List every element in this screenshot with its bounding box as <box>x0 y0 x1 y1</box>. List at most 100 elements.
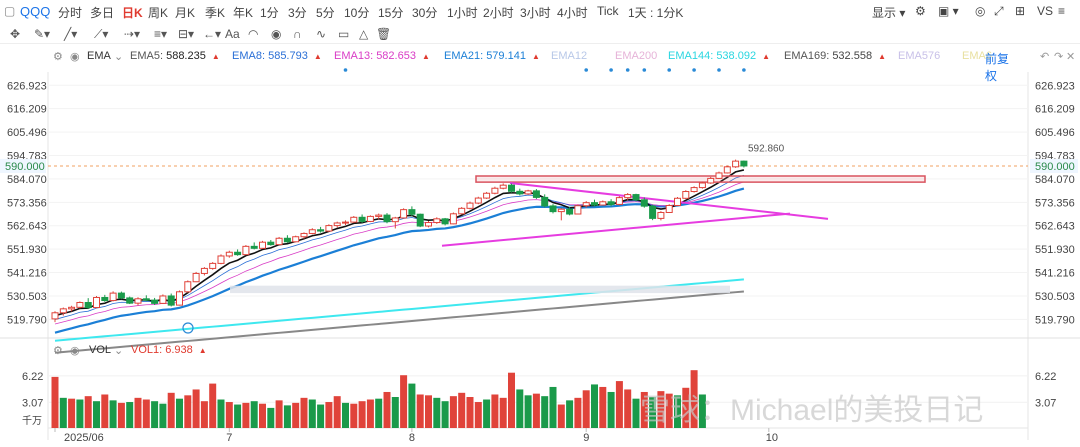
expand-icon[interactable]: ⤢ <box>994 4 1004 18</box>
hline-icon[interactable]: ⊟▾ <box>178 27 195 41</box>
candle-body <box>366 215 374 222</box>
timeframe-16[interactable]: 4小时 <box>557 6 588 20</box>
layout-icon[interactable]: ▣ ▾ <box>938 4 959 18</box>
y-tick-label-left: 530.503 <box>7 291 47 303</box>
pen-icon[interactable]: ✎▾ <box>34 27 51 41</box>
back-arrow-icon[interactable]: ←▾ <box>203 27 222 41</box>
camera-icon[interactable]: ◎ <box>975 4 986 18</box>
triangle-upper-line <box>509 181 829 220</box>
volume-bar <box>333 396 341 428</box>
y-tick-label-right: 584.070 <box>1035 174 1075 186</box>
timeframe-12[interactable]: 30分 <box>412 6 438 20</box>
high-label: 592.860 <box>748 144 785 155</box>
timeframe-8[interactable]: 3分 <box>288 6 307 20</box>
rect-icon[interactable]: ▭ <box>338 27 350 41</box>
ema-item-8[interactable]: EMA576 <box>898 50 940 62</box>
grid-icon[interactable]: ⊞ <box>1015 4 1026 18</box>
timeframe-2[interactable]: 日K <box>122 6 143 20</box>
time-axis: 2025/06 7 8 9 10 <box>54 428 778 444</box>
trash-icon[interactable]: 🗑 <box>376 27 392 41</box>
eye-icon[interactable]: ◉ <box>70 345 80 357</box>
ray-icon[interactable]: ⟋▾ <box>94 27 109 41</box>
fib-icon[interactable]: ≡▾ <box>154 27 168 41</box>
triangle-icon[interactable]: △ <box>359 27 369 41</box>
gear-icon[interactable]: ⚙ <box>53 345 63 357</box>
timeframe-4[interactable]: 月K <box>175 6 196 20</box>
shape-icon[interactable]: ◠ <box>248 27 259 41</box>
price-adjust-button[interactable]: 前复权 <box>985 52 1010 83</box>
signal-dot <box>667 68 671 72</box>
timeframe-10[interactable]: 10分 <box>344 6 370 20</box>
candle-body <box>317 229 325 232</box>
timeframe-6[interactable]: 年K <box>233 6 254 20</box>
arrow-icon[interactable]: ⇢▾ <box>124 27 141 41</box>
ema-item-1[interactable]: EMA8: 585.793 ▲ <box>232 50 322 62</box>
ema-name: EMA144: <box>668 50 717 62</box>
timeframe-17[interactable]: Tick <box>597 4 619 18</box>
timeframe-5[interactable]: 季K <box>205 6 226 20</box>
timeframe-15[interactable]: 3小时 <box>520 6 551 20</box>
volume-bar <box>574 397 582 428</box>
ema-item-7[interactable]: EMA169: 532.558 ▲ <box>784 50 886 62</box>
crosshair-icon[interactable]: ✥ <box>10 27 21 41</box>
ema-item-0[interactable]: EMA5: 588.235 ▲ <box>130 50 220 62</box>
chevron-down-icon[interactable]: ⌄ <box>114 345 124 357</box>
volume-bar <box>342 402 349 428</box>
timeframe-7[interactable]: 1分 <box>260 6 279 20</box>
timeframe-18[interactable]: 1天 : 1分K <box>628 6 684 20</box>
display-dropdown[interactable]: 显示 ▾ <box>872 6 906 20</box>
curve-icon[interactable]: ∿ <box>316 27 327 41</box>
redo-icon[interactable]: ↷ <box>1054 51 1064 63</box>
arc-icon[interactable]: ∩ <box>293 27 302 41</box>
magnet-icon[interactable]: ◉ <box>271 27 282 41</box>
timeframe-14[interactable]: 2小时 <box>483 6 514 20</box>
symbol-label[interactable]: QQQ <box>20 4 51 19</box>
chevron-down-icon[interactable]: ⌄ <box>114 51 124 63</box>
volume-bar <box>466 397 474 428</box>
close-icon[interactable]: ✕ <box>1066 51 1076 63</box>
settings-icon[interactable]: ⚙ <box>915 4 926 18</box>
vol-value-text: VOL1: 6.938 <box>131 344 193 356</box>
ema-value: 532.558 <box>832 50 873 62</box>
ema-name: EMA13: <box>334 50 377 62</box>
symbol-box-icon[interactable]: ▢ <box>4 4 16 18</box>
timeframe-9[interactable]: 5分 <box>316 6 335 20</box>
eye-icon[interactable]: ◉ <box>70 51 80 63</box>
ema-item-3[interactable]: EMA21: 579.141 ▲ <box>444 50 540 62</box>
timeframe-1[interactable]: 多日 <box>90 6 115 20</box>
candle-body <box>300 232 308 238</box>
ema-item-5[interactable]: EMA200 <box>615 50 657 62</box>
vol-value: VOL1: 6.938 ▲ <box>131 344 207 356</box>
candle-body <box>59 308 67 314</box>
ema-item-2[interactable]: EMA13: 582.653 ▲ <box>334 50 430 62</box>
ema-legend: ⚙ ◉ EMA ⌄ EMA5: 588.235 ▲ EMA8: 585.793 ▲ EM… <box>0 46 1080 66</box>
menu-icon[interactable]: ≡ <box>1058 4 1066 18</box>
ema-item-4[interactable]: EMA12 <box>551 50 587 62</box>
volume-bar <box>449 396 457 428</box>
gear-icon[interactable]: ⚙ <box>53 51 63 63</box>
timeframe-3[interactable]: 周K <box>148 6 169 20</box>
candle-body <box>449 213 457 225</box>
line-icon[interactable]: ╱▾ <box>64 27 78 41</box>
volume-bar <box>300 397 308 428</box>
timeframe-0[interactable]: 分时 <box>58 6 83 20</box>
y-tick-label-right: 616.209 <box>1035 104 1075 116</box>
candle-body <box>508 184 515 192</box>
x-tick-label: 7 <box>226 432 232 444</box>
vs-button[interactable]: VS <box>1037 4 1054 18</box>
volume-bar <box>225 402 233 428</box>
volume-bar <box>508 372 515 428</box>
ema-value: 579.141 <box>486 50 526 62</box>
undo-icon[interactable]: ↶ <box>1040 51 1050 63</box>
text-icon[interactable]: Aa <box>225 27 240 41</box>
volume-bar <box>126 402 134 428</box>
volume-legend: ⚙ ◉ VOL ⌄ VOL1: 6.938 ▲ <box>0 340 500 357</box>
candle-body <box>151 299 159 304</box>
y-tick-label-left: 605.496 <box>7 127 47 139</box>
timeframe-11[interactable]: 15分 <box>378 6 404 20</box>
ema-item-9[interactable]: EMA6 <box>962 50 992 62</box>
volume-bar <box>109 400 117 428</box>
ema-item-6[interactable]: EMA144: 538.092 ▲ <box>668 50 770 62</box>
timeframe-13[interactable]: 1小时 <box>447 6 478 20</box>
